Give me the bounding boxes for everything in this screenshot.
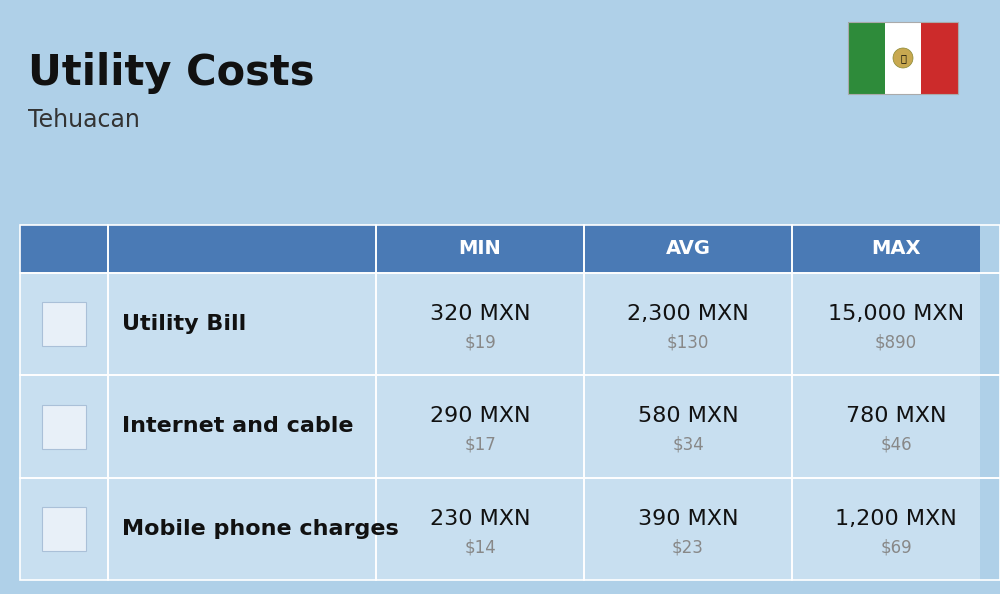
Bar — [20, 225, 108, 273]
Bar — [376, 273, 584, 375]
Bar — [20, 225, 980, 273]
Text: 1,200 MXN: 1,200 MXN — [835, 508, 957, 529]
Bar — [20, 478, 980, 580]
Text: 230 MXN: 230 MXN — [430, 508, 530, 529]
Bar — [792, 225, 1000, 273]
Text: 2,300 MXN: 2,300 MXN — [627, 304, 749, 324]
Bar — [20, 478, 108, 580]
Bar — [20, 375, 108, 478]
Text: $34: $34 — [672, 436, 704, 454]
Bar — [108, 225, 376, 273]
Bar — [108, 478, 376, 580]
Text: 390 MXN: 390 MXN — [638, 508, 738, 529]
Bar — [376, 375, 584, 478]
Text: MAX: MAX — [871, 239, 921, 258]
Bar — [792, 478, 1000, 580]
Text: $14: $14 — [464, 538, 496, 556]
Text: Internet and cable: Internet and cable — [122, 416, 354, 437]
Bar — [921, 22, 958, 94]
Text: $19: $19 — [464, 334, 496, 352]
Bar — [584, 273, 792, 375]
Text: 580 MXN: 580 MXN — [638, 406, 738, 426]
Bar — [584, 478, 792, 580]
Bar — [42, 302, 86, 346]
Text: $69: $69 — [880, 538, 912, 556]
Bar — [792, 273, 1000, 375]
Text: MIN: MIN — [459, 239, 501, 258]
Bar — [848, 22, 885, 94]
Text: Mobile phone charges: Mobile phone charges — [122, 519, 399, 539]
Text: Utility Bill: Utility Bill — [122, 314, 246, 334]
Bar — [584, 375, 792, 478]
Bar — [376, 478, 584, 580]
Text: AVG: AVG — [666, 239, 710, 258]
Bar — [20, 375, 980, 478]
Bar — [108, 273, 376, 375]
Text: 320 MXN: 320 MXN — [430, 304, 530, 324]
Text: 🦅: 🦅 — [900, 53, 906, 63]
Text: $46: $46 — [880, 436, 912, 454]
Text: 15,000 MXN: 15,000 MXN — [828, 304, 964, 324]
Bar — [20, 273, 108, 375]
Bar — [584, 225, 792, 273]
Bar — [20, 273, 980, 375]
Bar — [885, 22, 921, 94]
Bar — [376, 225, 584, 273]
Bar — [848, 22, 958, 94]
Bar — [42, 405, 86, 448]
Bar — [792, 375, 1000, 478]
Text: 290 MXN: 290 MXN — [430, 406, 530, 426]
Text: $23: $23 — [672, 538, 704, 556]
Text: Utility Costs: Utility Costs — [28, 52, 314, 94]
Text: $890: $890 — [875, 334, 917, 352]
Text: Tehuacan: Tehuacan — [28, 108, 140, 132]
Circle shape — [893, 48, 913, 68]
Bar — [42, 507, 86, 551]
Text: $17: $17 — [464, 436, 496, 454]
Bar — [108, 375, 376, 478]
Text: $130: $130 — [667, 334, 709, 352]
Text: 780 MXN: 780 MXN — [846, 406, 946, 426]
